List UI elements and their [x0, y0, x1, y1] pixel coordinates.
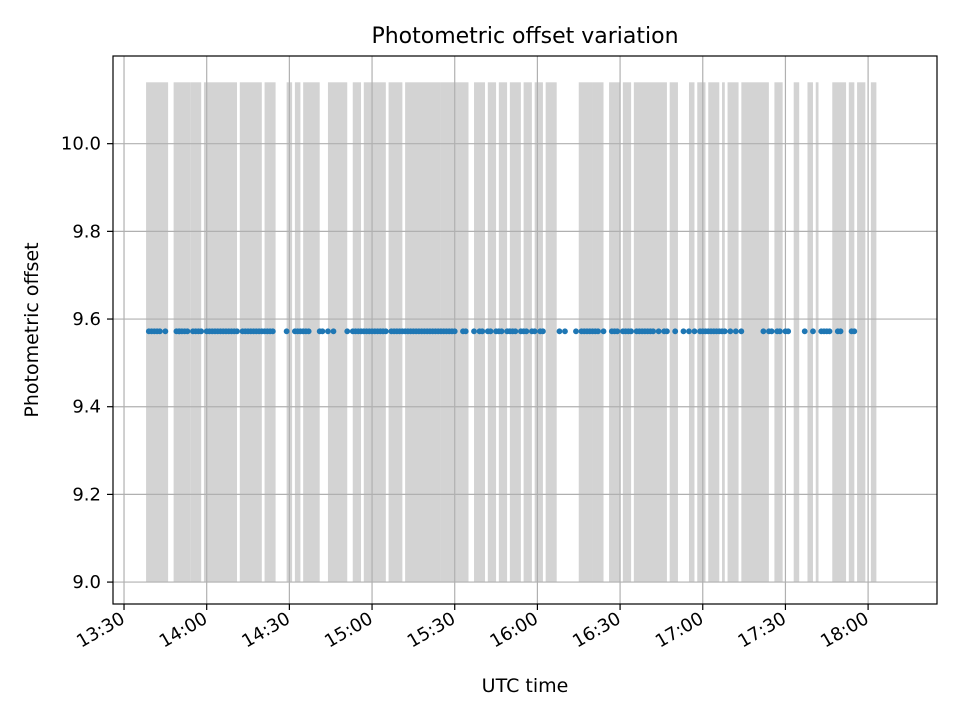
data-point — [556, 328, 563, 335]
y-axis-label: Photometric offset — [21, 242, 43, 417]
y-tick-label: 9.8 — [72, 221, 101, 242]
data-point — [837, 328, 844, 335]
data-point — [198, 328, 205, 335]
y-tick-label: 10.0 — [61, 134, 101, 155]
data-point — [330, 328, 337, 335]
data-point — [851, 328, 858, 335]
data-point — [269, 328, 276, 335]
data-point — [523, 328, 530, 335]
data-point — [283, 328, 290, 335]
data-point — [664, 328, 670, 335]
data-point — [319, 328, 326, 335]
data-point — [777, 328, 783, 335]
data-point — [512, 328, 519, 335]
data-point — [686, 328, 692, 335]
data-point — [655, 328, 662, 335]
data-point — [680, 328, 687, 335]
data-point — [234, 328, 240, 335]
data-point — [785, 328, 792, 335]
data-point — [595, 328, 601, 335]
data-point — [451, 328, 458, 335]
exposure-span — [327, 82, 348, 583]
data-point — [732, 328, 739, 335]
data-point — [760, 328, 767, 335]
data-point — [156, 328, 163, 335]
data-point — [471, 328, 477, 335]
data-point — [531, 328, 538, 335]
data-point — [650, 328, 657, 335]
data-point — [562, 328, 568, 335]
data-point — [721, 328, 728, 335]
data-point — [498, 328, 505, 335]
data-point — [672, 328, 679, 335]
data-point — [600, 328, 607, 335]
data-point — [628, 328, 635, 335]
exposure-span — [870, 82, 877, 583]
chart-title: Photometric offset variation — [371, 24, 678, 49]
data-point — [738, 328, 745, 335]
data-point — [162, 328, 169, 335]
data-point — [727, 328, 734, 335]
y-tick-label: 9.6 — [72, 309, 101, 330]
data-point — [382, 328, 389, 335]
exposure-span — [815, 82, 819, 583]
exposure-span — [857, 82, 866, 583]
data-point — [691, 328, 698, 335]
y-tick-label: 9.0 — [72, 572, 101, 593]
data-point — [325, 328, 331, 335]
data-point — [810, 328, 816, 335]
data-points — [145, 328, 858, 335]
data-point — [462, 328, 469, 335]
data-point — [573, 328, 579, 335]
data-point — [479, 328, 486, 335]
data-point — [768, 328, 775, 335]
data-point — [614, 328, 621, 335]
x-axis-label: UTC time — [482, 675, 569, 697]
data-point — [487, 328, 494, 335]
data-point — [305, 328, 312, 335]
data-point — [826, 328, 833, 335]
y-tick-label: 9.2 — [72, 484, 101, 505]
exposure-span — [793, 82, 800, 583]
data-point — [344, 328, 351, 335]
data-point — [540, 328, 546, 335]
y-tick-label: 9.4 — [72, 397, 101, 418]
plot-frame — [112, 55, 938, 605]
y-axis-ticks: 9.0 9.2 9.4 9.6 9.8 10.0 — [61, 134, 113, 593]
data-point — [801, 328, 808, 335]
exposure-span — [545, 82, 557, 583]
data-point — [184, 328, 191, 335]
